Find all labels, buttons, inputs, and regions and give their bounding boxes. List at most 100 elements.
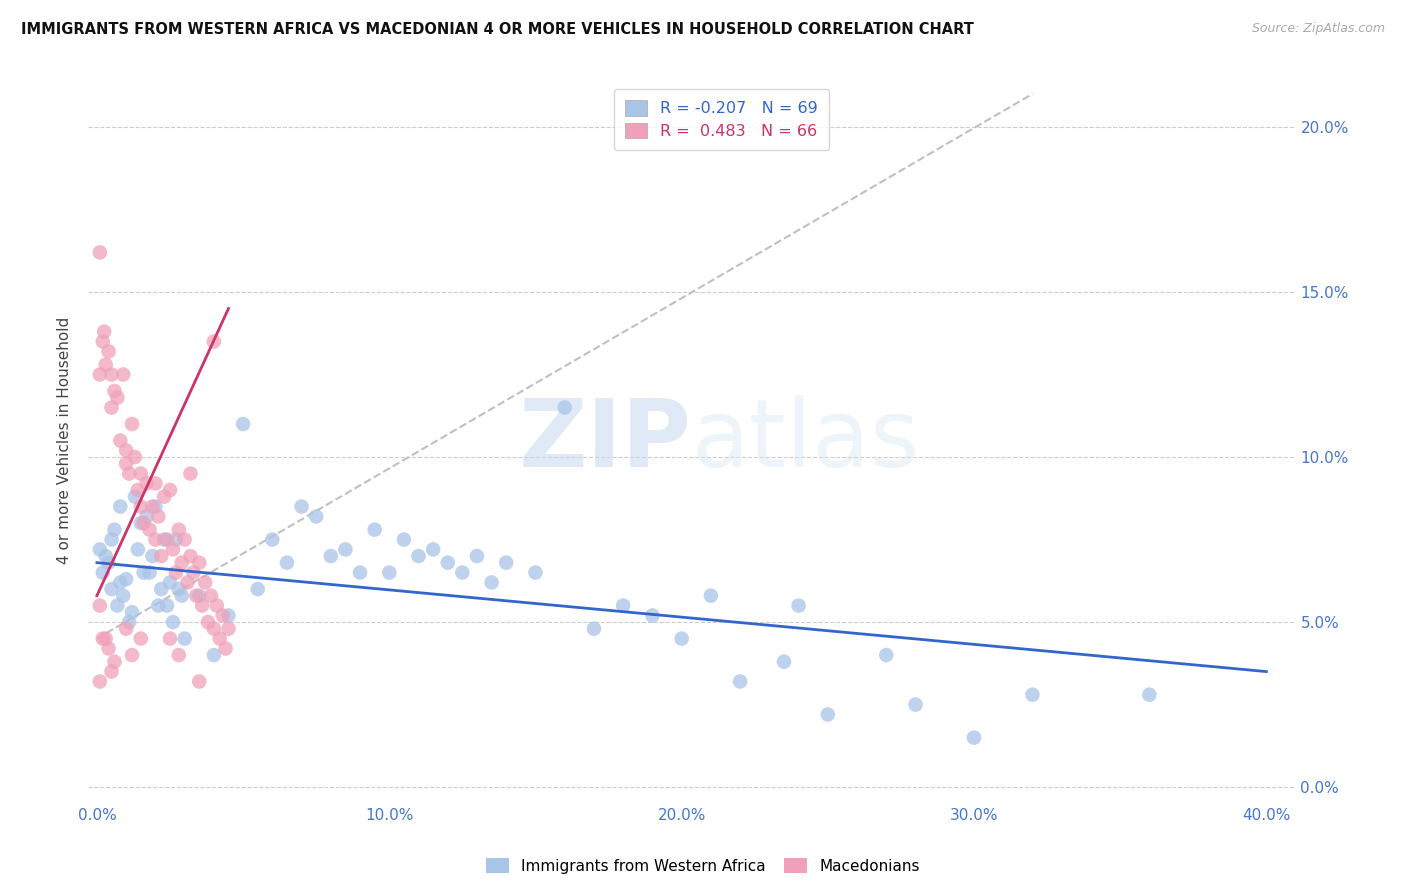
Point	[94, 632, 117, 646]
Point	[94, 358, 117, 372]
Point	[129, 516, 152, 530]
Point	[148, 509, 170, 524]
Point	[465, 549, 488, 563]
Text: IMMIGRANTS FROM WESTERN AFRICA VS MACEDONIAN 4 OR MORE VEHICLES IN HOUSEHOLD COR: IMMIGRANTS FROM WESTERN AFRICA VS MACEDO…	[21, 22, 974, 37]
Point	[173, 632, 195, 646]
Point	[208, 632, 231, 646]
Point	[103, 523, 125, 537]
Point	[141, 500, 163, 514]
Point	[100, 401, 122, 415]
Point	[110, 575, 132, 590]
Point	[183, 566, 205, 580]
Legend: R = -0.207   N = 69, R =  0.483   N = 66: R = -0.207 N = 69, R = 0.483 N = 66	[613, 89, 828, 150]
Point	[100, 368, 122, 382]
Point	[188, 674, 211, 689]
Point	[103, 384, 125, 398]
Point	[129, 500, 152, 514]
Point	[524, 566, 547, 580]
Legend: Immigrants from Western Africa, Macedonians: Immigrants from Western Africa, Macedoni…	[479, 852, 927, 880]
Point	[305, 509, 328, 524]
Point	[787, 599, 810, 613]
Point	[115, 443, 138, 458]
Point	[115, 572, 138, 586]
Point	[202, 334, 225, 349]
Point	[392, 533, 415, 547]
Y-axis label: 4 or more Vehicles in Household: 4 or more Vehicles in Household	[58, 317, 72, 564]
Point	[121, 605, 143, 619]
Point	[115, 622, 138, 636]
Point	[188, 556, 211, 570]
Point	[159, 575, 181, 590]
Point	[138, 566, 160, 580]
Point	[202, 648, 225, 662]
Point	[97, 556, 120, 570]
Point	[170, 556, 193, 570]
Point	[97, 344, 120, 359]
Point	[641, 608, 664, 623]
Point	[91, 334, 114, 349]
Point	[436, 556, 458, 570]
Point	[112, 589, 135, 603]
Point	[218, 622, 240, 636]
Point	[159, 632, 181, 646]
Point	[214, 641, 236, 656]
Point	[153, 533, 176, 547]
Point	[89, 368, 111, 382]
Point	[110, 434, 132, 448]
Point	[105, 391, 128, 405]
Point	[145, 533, 167, 547]
Point	[124, 490, 146, 504]
Point	[904, 698, 927, 712]
Point	[132, 566, 155, 580]
Point	[100, 533, 122, 547]
Point	[363, 523, 385, 537]
Point	[145, 500, 167, 514]
Point	[200, 589, 222, 603]
Point	[700, 589, 723, 603]
Point	[246, 582, 269, 596]
Point	[335, 542, 357, 557]
Point	[194, 575, 217, 590]
Point	[127, 483, 149, 497]
Text: Source: ZipAtlas.com: Source: ZipAtlas.com	[1251, 22, 1385, 36]
Point	[1021, 688, 1043, 702]
Point	[186, 589, 208, 603]
Point	[132, 516, 155, 530]
Point	[100, 582, 122, 596]
Point	[156, 533, 179, 547]
Point	[232, 417, 254, 431]
Point	[93, 325, 115, 339]
Point	[100, 665, 122, 679]
Point	[129, 632, 152, 646]
Point	[135, 476, 157, 491]
Point	[612, 599, 634, 613]
Point	[963, 731, 986, 745]
Point	[118, 615, 141, 629]
Point	[179, 549, 201, 563]
Point	[167, 523, 190, 537]
Point	[121, 417, 143, 431]
Point	[408, 549, 430, 563]
Point	[115, 457, 138, 471]
Text: atlas: atlas	[692, 394, 920, 486]
Point	[165, 533, 187, 547]
Point	[118, 467, 141, 481]
Point	[728, 674, 751, 689]
Point	[167, 648, 190, 662]
Point	[110, 500, 132, 514]
Point	[205, 599, 228, 613]
Point	[451, 566, 474, 580]
Point	[127, 542, 149, 557]
Point	[495, 556, 517, 570]
Point	[197, 615, 219, 629]
Point	[218, 608, 240, 623]
Point	[191, 599, 214, 613]
Point	[202, 622, 225, 636]
Point	[156, 599, 179, 613]
Point	[188, 589, 211, 603]
Point	[148, 599, 170, 613]
Point	[179, 467, 201, 481]
Point	[262, 533, 284, 547]
Point	[97, 641, 120, 656]
Point	[150, 549, 173, 563]
